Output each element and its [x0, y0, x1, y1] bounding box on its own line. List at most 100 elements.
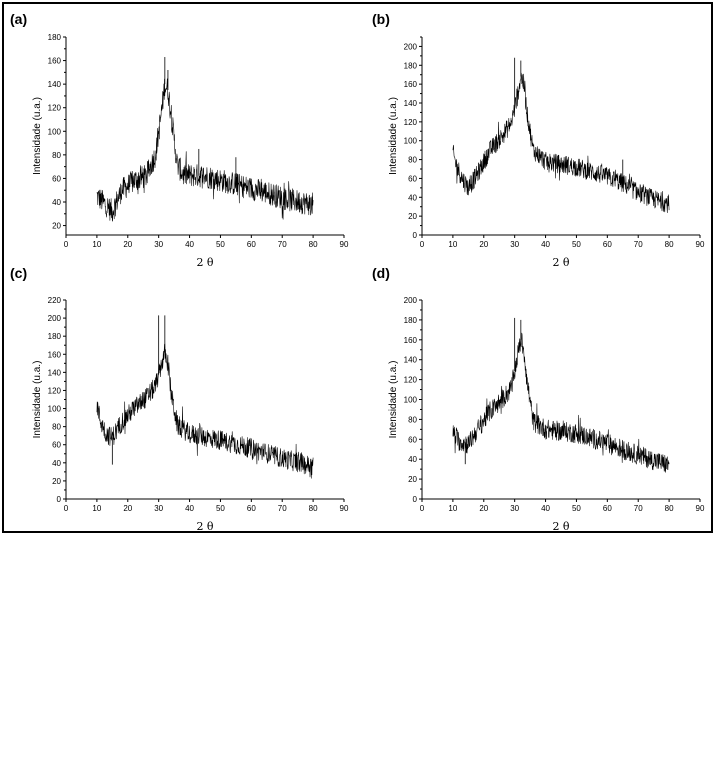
x-tick-label: 50 [216, 504, 225, 513]
x-tick-label: 70 [634, 504, 643, 513]
y-tick-label: 180 [404, 61, 418, 70]
x-tick-label: 70 [278, 504, 287, 513]
x-tick-label: 30 [154, 504, 163, 513]
x-axis-title: 2 θ [196, 256, 213, 269]
y-tick-label: 20 [408, 212, 417, 221]
y-tick-label: 160 [48, 350, 62, 359]
chart-panel-2: (c) 0 10 20 30 40 50 60 70 80 90 0 20 40 60 80 100 120 140… [10, 265, 349, 531]
xrd-series-line [452, 332, 670, 473]
x-tick-label: 80 [665, 240, 674, 249]
x-tick-label: 0 [64, 504, 69, 513]
y-tick-label: 60 [52, 174, 61, 183]
x-tick-label: 70 [278, 240, 287, 249]
y-axis-title: Intensidade (u.a.) [32, 97, 43, 175]
y-tick-label: 0 [413, 495, 418, 504]
y-tick-label: 220 [48, 296, 62, 305]
chart-panel-0: (a) 0 10 20 30 40 50 60 70 80 90 20 40 60 80 100 120 140 1… [10, 11, 349, 269]
y-tick-label: 200 [48, 314, 62, 323]
y-tick-label: 60 [408, 435, 417, 444]
x-tick-label: 10 [448, 504, 457, 513]
x-tick-label: 10 [448, 240, 457, 249]
x-tick-label: 50 [572, 504, 581, 513]
x-tick-label: 0 [420, 504, 425, 513]
x-axis-title: 2 θ [552, 520, 569, 531]
y-tick-label: 80 [52, 151, 61, 160]
y-tick-label: 20 [408, 475, 417, 484]
xrd-series-line [96, 343, 314, 479]
x-tick-label: 20 [123, 240, 132, 249]
x-tick-label: 70 [634, 240, 643, 249]
y-tick-label: 140 [404, 99, 418, 108]
y-tick-label: 100 [48, 405, 62, 414]
panel-letter: (a) [10, 11, 27, 27]
y-tick-label: 200 [404, 42, 418, 51]
y-tick-label: 80 [408, 156, 417, 165]
x-tick-label: 10 [92, 240, 101, 249]
y-tick-label: 0 [57, 495, 62, 504]
x-tick-label: 60 [247, 504, 256, 513]
x-tick-label: 90 [696, 240, 705, 249]
y-tick-label: 180 [404, 316, 418, 325]
panel-letter: (d) [372, 265, 390, 281]
x-tick-label: 60 [247, 240, 256, 249]
y-tick-label: 40 [408, 455, 417, 464]
y-tick-label: 160 [404, 80, 418, 89]
x-tick-label: 80 [309, 240, 318, 249]
x-tick-label: 90 [340, 504, 349, 513]
xrd-series-line [96, 78, 314, 222]
x-tick-label: 0 [420, 240, 425, 249]
chart-panel-3: (d) 0 10 20 30 40 50 60 70 80 90 0 20 40 60 80 100 120 140… [372, 265, 705, 531]
y-tick-label: 120 [48, 386, 62, 395]
y-tick-label: 160 [404, 336, 418, 345]
x-tick-label: 30 [154, 240, 163, 249]
y-axis-title: Intensidade (u.a.) [388, 361, 399, 439]
panel-letter: (b) [372, 11, 390, 27]
y-tick-label: 40 [52, 459, 61, 468]
y-tick-label: 120 [404, 376, 418, 385]
y-tick-label: 40 [408, 193, 417, 202]
y-axis-title: Intensidade (u.a.) [32, 361, 43, 439]
x-tick-label: 90 [340, 240, 349, 249]
y-tick-label: 100 [404, 396, 418, 405]
y-tick-label: 100 [404, 137, 418, 146]
panel-letter: (c) [10, 265, 27, 281]
x-tick-label: 0 [64, 240, 69, 249]
x-tick-label: 40 [541, 504, 550, 513]
x-tick-label: 80 [665, 504, 674, 513]
y-tick-label: 120 [404, 118, 418, 127]
y-tick-label: 20 [52, 222, 61, 231]
y-tick-label: 180 [48, 332, 62, 341]
y-tick-label: 80 [52, 423, 61, 432]
figure-panel-grid: (a) 0 10 20 30 40 50 60 70 80 90 20 40 60 80 100 120 140 1… [2, 2, 713, 533]
x-tick-label: 20 [479, 504, 488, 513]
x-tick-label: 60 [603, 240, 612, 249]
x-tick-label: 90 [696, 504, 705, 513]
x-tick-label: 80 [309, 504, 318, 513]
x-tick-label: 60 [603, 504, 612, 513]
x-tick-label: 40 [185, 240, 194, 249]
y-tick-label: 140 [48, 368, 62, 377]
chart-panel-1: (b) 0 10 20 30 40 50 60 70 80 90 0 20 40 60 80 100 120 140… [372, 11, 705, 269]
y-axis-title: Intensidade (u.a.) [388, 97, 399, 175]
xrd-charts-svg: (a)0 10 20 30 40 50 60 70 80 90204060801001201401… [10, 11, 705, 531]
x-tick-label: 40 [185, 504, 194, 513]
y-tick-label: 140 [404, 356, 418, 365]
x-tick-label: 30 [510, 504, 519, 513]
y-tick-label: 80 [408, 415, 417, 424]
y-tick-label: 40 [52, 198, 61, 207]
x-tick-label: 20 [123, 504, 132, 513]
y-tick-label: 100 [48, 127, 62, 136]
x-axis-title: 2 θ [552, 256, 569, 269]
y-tick-label: 120 [48, 104, 62, 113]
x-tick-label: 40 [541, 240, 550, 249]
xrd-series-line [452, 72, 670, 213]
x-axis-title: 2 θ [196, 520, 213, 531]
y-tick-label: 0 [413, 231, 418, 240]
x-tick-label: 20 [479, 240, 488, 249]
x-tick-label: 10 [92, 504, 101, 513]
y-tick-label: 140 [48, 80, 62, 89]
y-tick-label: 60 [408, 174, 417, 183]
y-tick-label: 180 [48, 33, 62, 42]
x-tick-label: 30 [510, 240, 519, 249]
y-tick-label: 160 [48, 57, 62, 66]
